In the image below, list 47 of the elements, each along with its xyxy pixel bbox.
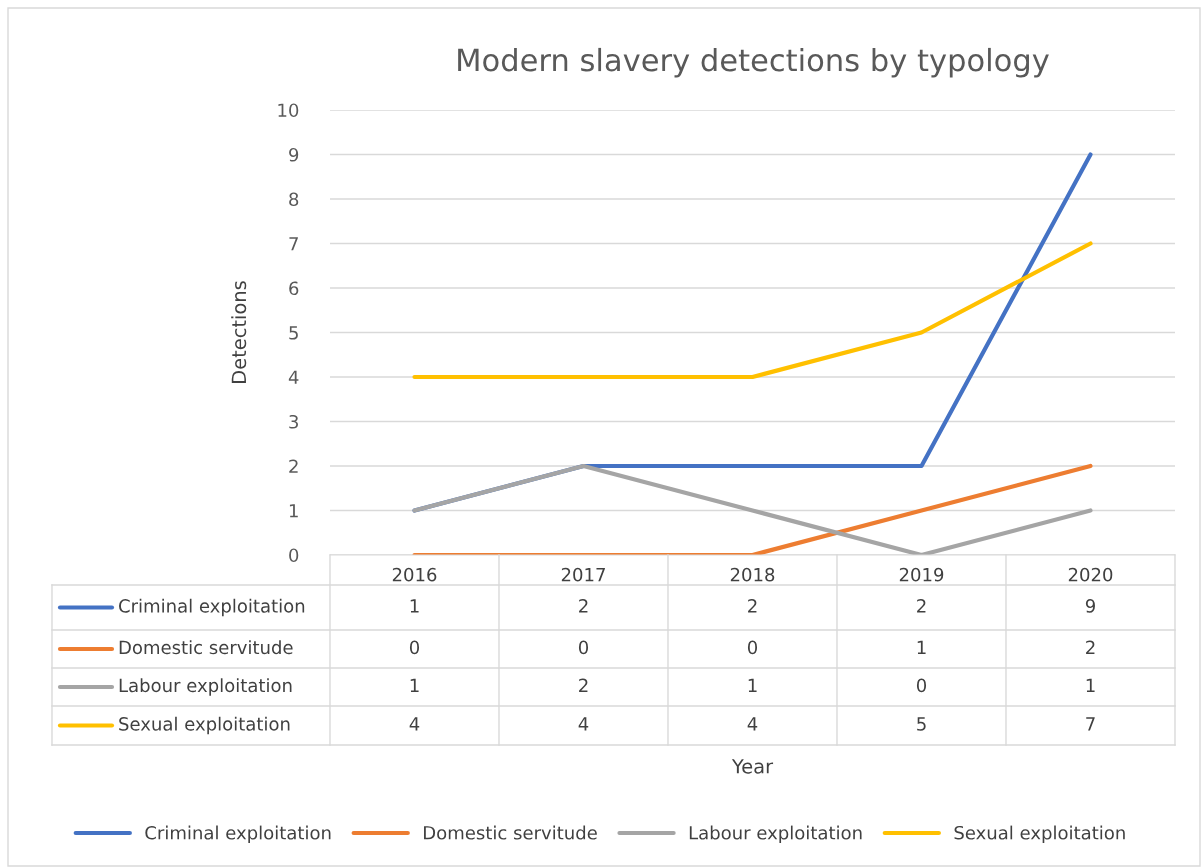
text: Sexual exploitation xyxy=(954,825,1125,844)
y-tick-label: 10 xyxy=(278,103,299,118)
y-tick-label: 5 xyxy=(289,326,298,340)
data-label: 1 xyxy=(410,678,419,692)
y-tick-label: 9 xyxy=(289,147,299,162)
data-label: 2 xyxy=(1086,640,1095,654)
data-label: 4 xyxy=(409,717,420,731)
data-label: 4 xyxy=(747,717,758,731)
data-label: 1 xyxy=(917,640,926,654)
y-tick-label: 8 xyxy=(289,192,299,207)
legend-label: Criminal exploitation xyxy=(119,598,305,617)
x-tick-label: 2019 xyxy=(899,567,944,582)
data-label: 0 xyxy=(916,678,927,693)
y-tick-label: 6 xyxy=(289,281,299,296)
y-tick-label: 0 xyxy=(289,548,299,563)
data-label: 2 xyxy=(579,599,588,613)
y-tick-label: 7 xyxy=(289,237,298,251)
data-label: 0 xyxy=(409,640,420,655)
data-label: 2 xyxy=(579,678,588,692)
text: Year xyxy=(731,759,774,774)
legend-label: Sexual exploitation xyxy=(119,716,290,735)
x-tick-label: 2017 xyxy=(561,567,605,582)
y-tick-label: 2 xyxy=(289,459,298,473)
data-label: 0 xyxy=(747,640,758,655)
y-axis-title: Detections xyxy=(231,281,247,383)
data-label: 1 xyxy=(1086,678,1095,692)
y-tick-label: 1 xyxy=(289,504,298,518)
data-label: 7 xyxy=(1086,717,1095,731)
text: Criminal exploitation xyxy=(145,825,331,844)
x-tick-label: 2018 xyxy=(730,567,775,582)
text: Labour exploitation xyxy=(689,825,862,844)
data-label: 1 xyxy=(410,599,419,613)
legend-label: Domestic servitude xyxy=(119,640,293,655)
data-label: 4 xyxy=(578,717,589,731)
y-tick-label: 4 xyxy=(288,370,299,384)
data-label: 0 xyxy=(578,640,589,655)
legend-label: Labour exploitation xyxy=(119,678,292,696)
data-label: 2 xyxy=(748,599,757,613)
data-label: 2 xyxy=(917,599,926,613)
chart-title: Modern slavery detections by typology xyxy=(458,47,1049,78)
y-tick-label: 3 xyxy=(289,414,298,429)
x-tick-label: 2020 xyxy=(1068,567,1113,582)
data-label: 9 xyxy=(1085,599,1095,613)
data-label: 5 xyxy=(917,717,926,731)
data-label: 1 xyxy=(748,678,757,692)
x-tick-label: 2016 xyxy=(392,567,437,582)
text: Domestic servitude xyxy=(424,825,597,840)
